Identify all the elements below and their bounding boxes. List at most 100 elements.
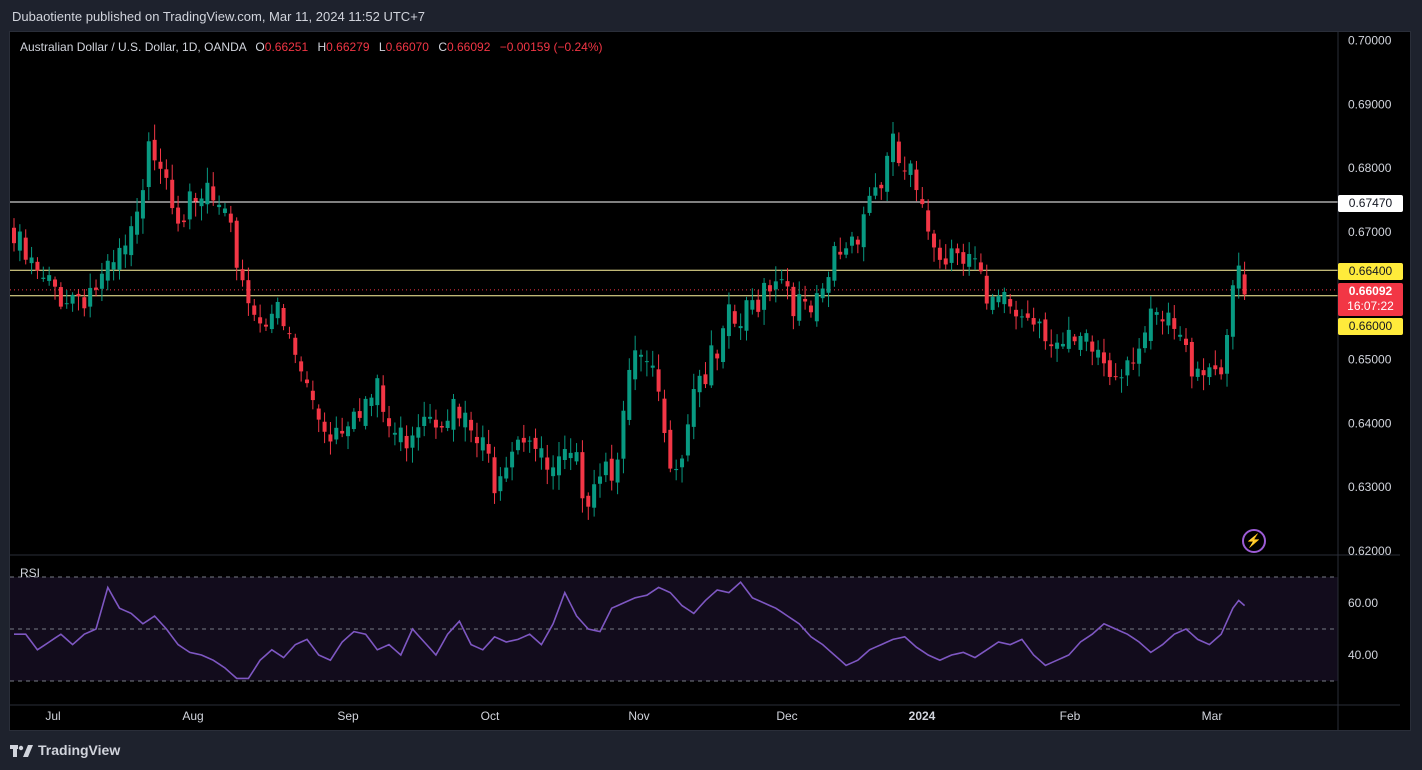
- candle-body: [357, 411, 362, 418]
- candle-body: [932, 233, 937, 248]
- candle-body: [1195, 368, 1200, 377]
- candle-body: [1207, 367, 1212, 378]
- candle-body: [1008, 299, 1013, 307]
- candle-body: [35, 261, 40, 271]
- candle-body: [416, 427, 421, 438]
- candle-body: [1125, 360, 1130, 376]
- candle-body: [674, 468, 679, 471]
- legend-low-label: L: [378, 40, 386, 54]
- candle-body: [222, 208, 227, 213]
- candle-body: [510, 451, 515, 468]
- candle-body: [234, 220, 239, 268]
- candle-body: [152, 139, 157, 161]
- candle-body: [721, 328, 726, 363]
- resistance-level-tag[interactable]: 0.67470: [1338, 195, 1403, 212]
- candle-body: [779, 279, 784, 281]
- candle-body: [1049, 344, 1054, 347]
- candle-body: [1219, 367, 1224, 375]
- candle-body: [164, 169, 169, 178]
- legend-high-label: H: [317, 40, 327, 54]
- candle-body: [855, 239, 860, 245]
- price-axis-tick: 0.70000: [1348, 34, 1392, 48]
- candle-body: [633, 350, 638, 380]
- candle-body: [480, 437, 485, 451]
- candle-body: [1043, 319, 1048, 342]
- price-axis-tick: 0.68000: [1348, 161, 1392, 175]
- price-axis-tick: 0.64000: [1348, 416, 1392, 430]
- candle-body: [709, 345, 714, 386]
- upper-level-tag[interactable]: 0.66400: [1338, 263, 1403, 280]
- lower-level-tag[interactable]: 0.66000: [1338, 318, 1403, 335]
- candle-body: [17, 231, 22, 251]
- candle-body: [1090, 341, 1095, 352]
- candle-body: [691, 389, 696, 427]
- candle-body: [967, 253, 972, 267]
- candle-body: [1119, 377, 1124, 379]
- candle-body: [1189, 341, 1194, 377]
- candle-body: [767, 285, 772, 292]
- candle-body: [896, 141, 901, 164]
- legend-symbol: Australian Dollar / U.S. Dollar, 1D, OAN…: [20, 40, 247, 54]
- candle-body: [873, 187, 878, 196]
- last-price-tag[interactable]: 0.66092 16:07:22: [1338, 283, 1403, 316]
- candle-body: [984, 275, 989, 304]
- candle-body: [803, 298, 808, 302]
- candle-body: [592, 484, 597, 508]
- candle-body: [1230, 285, 1235, 337]
- candle-body: [785, 281, 790, 287]
- legend-close-value: 0.66092: [447, 40, 491, 54]
- candle-body: [363, 398, 368, 426]
- candle-body: [422, 416, 427, 427]
- candle-body: [1225, 335, 1230, 374]
- horizontal-levels: [10, 201, 1338, 297]
- candle-body: [469, 419, 474, 431]
- candle-body: [715, 353, 720, 359]
- candle-body: [328, 434, 333, 442]
- candle-body: [305, 379, 309, 384]
- candle-body: [644, 361, 649, 363]
- candle-body: [41, 277, 46, 279]
- rsi-line: [14, 581, 1246, 680]
- candle-body: [105, 260, 110, 281]
- candle-body: [656, 369, 661, 392]
- legend-close-label: C: [438, 40, 447, 54]
- candle-body: [299, 361, 304, 372]
- candle-body: [246, 280, 251, 304]
- candle-body: [82, 297, 87, 309]
- rsi-axis-tick: 40.00: [1348, 648, 1378, 662]
- candle-body: [392, 432, 397, 435]
- candle-body: [756, 299, 761, 312]
- candle-body: [187, 191, 192, 220]
- candle-body: [551, 467, 556, 477]
- candle-body: [791, 286, 796, 317]
- lightning-icon[interactable]: ⚡: [1242, 529, 1266, 553]
- candle-body: [316, 408, 321, 420]
- price-axis-tick: 0.69000: [1348, 97, 1392, 111]
- candle-body: [1137, 348, 1142, 364]
- candle-body: [914, 169, 919, 191]
- candle-body: [140, 190, 145, 219]
- candle-body: [961, 252, 966, 264]
- candle-body: [1002, 291, 1007, 305]
- candle-body: [937, 247, 942, 260]
- candle-body: [609, 458, 614, 481]
- candle-body: [76, 293, 81, 297]
- rsi-axis-tick: 60.00: [1348, 596, 1378, 610]
- candle-body: [29, 257, 34, 264]
- candle-body: [685, 424, 690, 456]
- candle-body: [574, 452, 579, 462]
- candle-body: [545, 457, 550, 470]
- candle-body: [539, 448, 544, 458]
- candle-body: [1236, 265, 1241, 289]
- candle-body: [176, 207, 181, 224]
- candle-body: [111, 262, 116, 270]
- last-price-value: 0.66092: [1348, 284, 1393, 298]
- candle-body: [662, 398, 667, 434]
- candle-body: [504, 467, 509, 479]
- candle-body: [1172, 318, 1177, 329]
- time-axis-tick: Mar: [1202, 709, 1223, 723]
- candle-body: [891, 133, 895, 163]
- candle-body: [64, 303, 69, 305]
- candle-body: [838, 251, 843, 255]
